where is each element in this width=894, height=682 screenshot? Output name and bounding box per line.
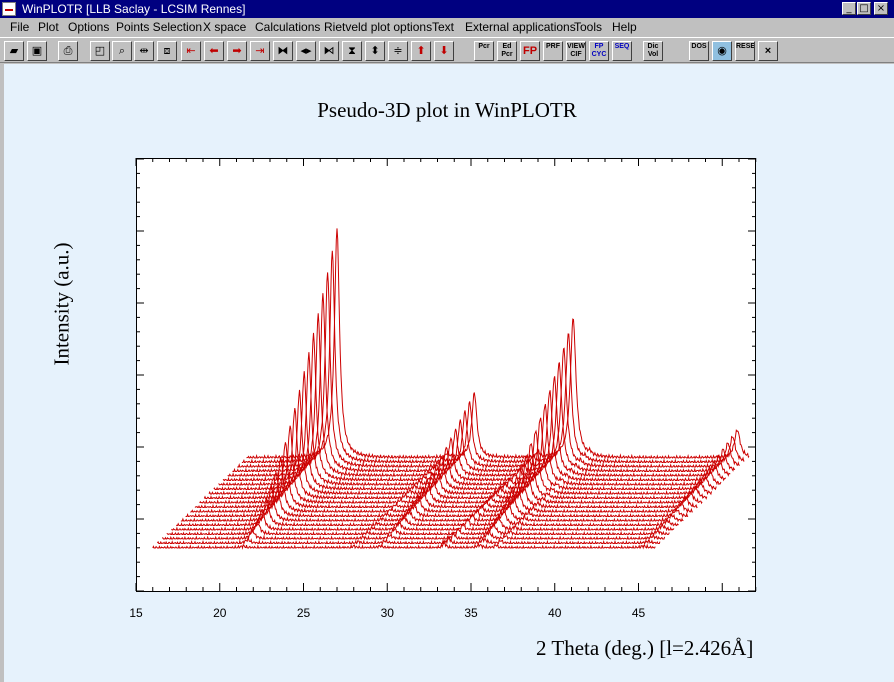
diffraction-trace [232, 293, 736, 474]
dicvol-button[interactable]: Dic Vol [643, 41, 663, 61]
arrow-down-icon[interactable]: ⬇ [434, 41, 454, 61]
diffraction-trace [246, 228, 750, 460]
view-image-icon[interactable]: ◉ [712, 41, 732, 61]
menu-points-selection[interactable]: Points Selection [116, 20, 203, 34]
x-axis-label: 2 Theta (deg.) [l=2.426Å] [536, 636, 754, 660]
diffraction-trace [203, 408, 708, 501]
x-tick-label: 45 [631, 606, 646, 620]
x-tick-label: 35 [464, 606, 478, 620]
zoom-icon[interactable]: ⌕ [112, 41, 132, 61]
view-cif-button[interactable]: VIEW CIF [566, 41, 586, 61]
menu-bar: File Plot Options Points Selection X spa… [0, 18, 894, 36]
close-plot-icon[interactable]: × [758, 41, 778, 61]
diffraction-trace [227, 313, 731, 478]
x-tick-label: 30 [380, 606, 394, 620]
menu-calculations[interactable]: Calculations [255, 20, 321, 34]
title-bar: WinPLOTR [LLB Saclay - LCSIM Rennes] _ □… [0, 0, 894, 18]
toolbar: ▰ ▣ ⎙ ◰ ⌕ ⇹ ⧈ ⇤ ⬅ ➡ ⇥ ⧓ ◂▸ ⧑ ⧗ ⬍ ≑ ⬆ ⬇ P… [0, 37, 894, 63]
arrow-right-icon[interactable]: ➡ [227, 41, 247, 61]
diffraction-trace [180, 483, 684, 523]
menu-text[interactable]: Text [432, 20, 455, 34]
save-icon[interactable]: ▣ [27, 41, 47, 61]
menu-x-space[interactable]: X space [203, 20, 247, 34]
menu-options[interactable]: Options [68, 20, 110, 34]
diffraction-trace [175, 495, 679, 528]
diffraction-trace [152, 538, 656, 550]
prf-button[interactable]: PRF [543, 41, 563, 61]
arrow-left-icon[interactable]: ⬅ [204, 41, 224, 61]
diffraction-trace [156, 534, 661, 546]
winplotr-app-icon[interactable] [2, 2, 16, 16]
menu-tools[interactable]: Tools [574, 20, 603, 34]
expand-x-icon[interactable]: ◂▸ [296, 41, 316, 61]
diffraction-trace [222, 332, 727, 483]
x-tick-label: 15 [129, 606, 143, 620]
dos-button[interactable]: DOS [689, 41, 709, 61]
compress-x-icon[interactable]: ⧓ [273, 41, 293, 61]
diffraction-trace [213, 371, 717, 492]
print-icon[interactable]: ⎙ [58, 41, 78, 61]
compress-y-icon[interactable]: ⧗ [342, 41, 362, 61]
edit-pcr-button[interactable]: Ed Pcr [497, 41, 517, 61]
reset-button[interactable]: RESET [735, 41, 755, 61]
fp-cyc-button[interactable]: FP CYC [589, 41, 609, 61]
fit-window-icon[interactable]: ⧈ [157, 41, 177, 61]
diffraction-trace [237, 272, 740, 469]
zoom-preview-icon[interactable]: ◰ [90, 41, 110, 61]
menu-external-applications[interactable]: External applications [465, 20, 576, 34]
diffraction-trace [166, 519, 670, 537]
seq-button[interactable]: SEQ [612, 41, 632, 61]
shrink-x-icon[interactable]: ⧑ [319, 41, 339, 61]
arrow-up-icon[interactable]: ⬆ [411, 41, 431, 61]
menu-rietveld-plot-options[interactable]: Rietveld plot options [324, 20, 433, 34]
close-button[interactable]: × [874, 2, 888, 15]
diffraction-trace [161, 529, 666, 541]
diffraction-trace [194, 442, 698, 510]
go-first-icon[interactable]: ⇤ [181, 41, 201, 61]
maximize-button[interactable]: □ [857, 2, 871, 15]
pcr-button[interactable]: Pcr [474, 41, 494, 61]
axis-ticks [135, 158, 757, 592]
x-tick-label: 20 [213, 606, 227, 620]
diffraction-trace [241, 250, 745, 465]
x-tick-label: 25 [296, 606, 311, 620]
go-last-icon[interactable]: ⇥ [250, 41, 270, 61]
expand-y-icon[interactable]: ⬍ [365, 41, 385, 61]
fullprof-button[interactable]: FP [520, 41, 540, 61]
minimize-button[interactable]: _ [842, 2, 856, 15]
menu-help[interactable]: Help [612, 20, 637, 34]
expand-horizontal-icon[interactable]: ⇹ [134, 41, 154, 61]
diffraction-trace [218, 352, 722, 487]
menu-plot[interactable]: Plot [38, 20, 59, 34]
open-folder-icon[interactable]: ▰ [4, 41, 24, 61]
plot-title: Pseudo-3D plot in WinPLOTR [317, 98, 577, 122]
expand-y-wide-icon[interactable]: ≑ [388, 41, 408, 61]
diffraction-trace [208, 389, 712, 496]
menu-file[interactable]: File [10, 20, 30, 34]
window-title: WinPLOTR [LLB Saclay - LCSIM Rennes] [22, 2, 246, 16]
x-tick-label: 40 [548, 606, 562, 620]
diffraction-trace [199, 425, 703, 505]
